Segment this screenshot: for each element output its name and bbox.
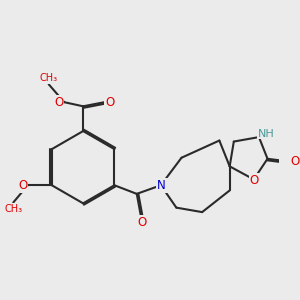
Text: CH₃: CH₃	[4, 204, 22, 214]
Text: O: O	[137, 216, 146, 229]
Text: O: O	[105, 96, 114, 109]
Text: O: O	[250, 174, 259, 187]
Text: O: O	[18, 179, 27, 192]
Text: NH: NH	[258, 129, 275, 139]
Text: N: N	[158, 179, 167, 192]
Text: CH₃: CH₃	[40, 73, 58, 83]
Text: N: N	[157, 179, 165, 192]
Text: O: O	[54, 96, 64, 109]
Text: O: O	[290, 155, 300, 168]
